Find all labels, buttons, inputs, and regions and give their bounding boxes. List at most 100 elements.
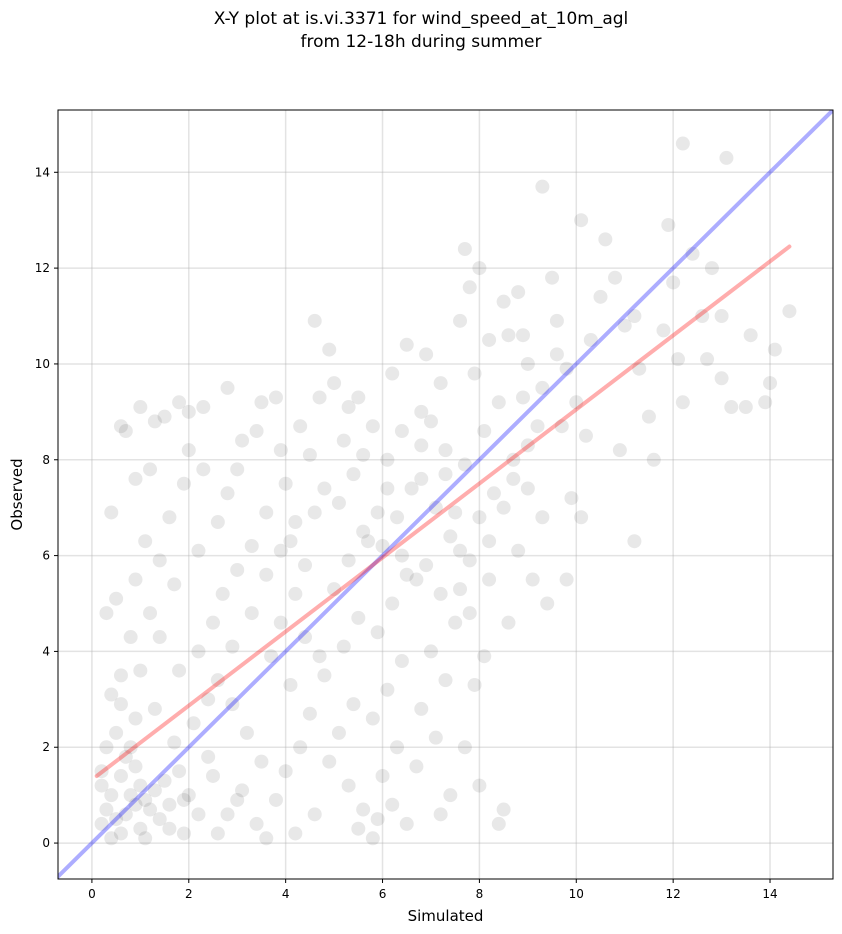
data-point [298,558,313,573]
data-point [646,452,661,467]
data-point [254,395,269,410]
data-point [574,213,589,228]
data-point [162,797,177,812]
data-point [143,802,158,817]
data-point [438,673,453,688]
data-point [482,534,497,549]
data-point [152,812,167,827]
data-point [704,261,719,276]
data-point [472,510,487,525]
data-point [181,404,196,419]
data-point [569,395,584,410]
data-point [254,754,269,769]
data-point [501,328,516,343]
data-point [453,543,468,558]
data-point [133,663,148,678]
data-point [443,529,458,544]
data-point [511,285,526,300]
data-point [172,663,187,678]
data-point [409,572,424,587]
data-point [564,491,579,506]
data-point [763,376,778,391]
data-point [259,505,274,520]
data-point [520,356,535,371]
y-tick-label: 12 [35,261,50,275]
data-point [172,395,187,410]
data-point [210,515,225,530]
data-point [104,788,119,803]
data-point [574,510,589,525]
data-point [133,821,148,836]
data-point [123,630,138,645]
data-point [109,725,124,740]
x-tick-label: 6 [379,887,387,901]
data-point [428,500,443,515]
data-point [540,596,555,611]
data-point [516,390,530,405]
identity-line [58,110,833,879]
data-point [336,433,351,448]
data-point [758,395,773,410]
data-point [317,481,332,496]
data-point [496,500,511,515]
data-point [719,150,734,165]
data-point [206,768,220,783]
data-point [186,716,201,731]
data-point [152,553,167,568]
data-point [361,534,375,549]
data-point [128,711,143,726]
data-point [482,572,497,587]
data-point [210,673,225,688]
data-point [109,812,124,827]
data-point [273,443,288,458]
data-point [259,831,274,846]
plot-frame [57,109,834,880]
data-point [385,797,400,812]
data-point [559,361,574,376]
data-point [714,309,729,324]
y-tick-label: 2 [42,740,50,754]
data-point [157,409,172,424]
x-tick-label: 8 [476,887,484,901]
data-point [714,371,729,386]
data-point [506,452,521,467]
data-point [225,697,240,712]
data-point [365,419,380,434]
data-point [419,347,434,362]
data-point [322,754,337,769]
data-point [278,764,293,779]
data-point [94,778,109,793]
data-point [738,400,753,415]
data-point [196,462,211,477]
data-point [380,481,395,496]
data-point [583,332,598,347]
data-point [559,572,574,587]
data-point [462,280,477,295]
data-point [351,390,366,405]
data-point [598,232,613,247]
data-point [317,668,332,683]
data-point [244,539,259,554]
data-point [249,816,264,831]
data-point [535,510,550,525]
data-point [423,644,438,659]
data-point [467,677,482,692]
data-point [206,615,220,630]
data-point [743,328,758,343]
data-point [138,792,153,807]
data-point [312,649,327,664]
data-point [617,318,632,333]
data-point [394,653,409,668]
data-point [409,759,424,774]
data-point [327,582,342,597]
data-point [152,630,167,645]
data-point [259,567,274,582]
x-tick-label: 12 [666,887,681,901]
data-point [307,505,322,520]
data-point [138,831,153,846]
data-point [394,424,409,439]
data-point [288,515,303,530]
x-tick-label: 14 [762,887,777,901]
data-point [191,807,206,822]
data-point [608,270,623,285]
